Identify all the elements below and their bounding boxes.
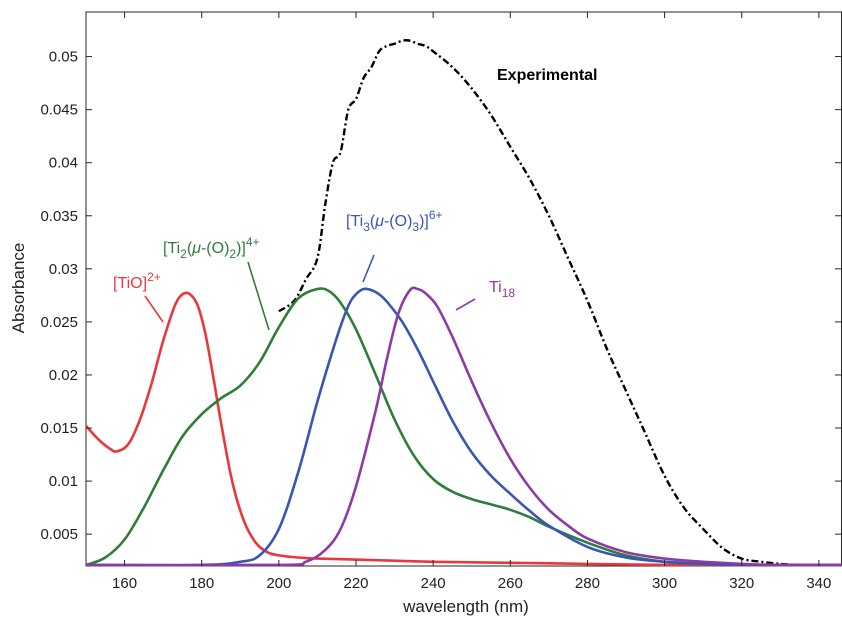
- ti18-line: [85, 286, 842, 567]
- tio-line: [85, 291, 842, 567]
- x-tick-label: 220: [343, 575, 368, 592]
- y-tick-label: 0.01: [49, 473, 78, 490]
- annotation-part: )]: [236, 240, 246, 257]
- annotation-part: 4+: [246, 235, 260, 249]
- x-tick-label: 300: [652, 575, 677, 592]
- x-tick-label: 200: [266, 575, 291, 592]
- annotation-leader-line: [455, 298, 476, 311]
- annotation-part: 3: [412, 220, 419, 234]
- annotation-part: Ti: [489, 279, 502, 296]
- series-annotation: Experimental: [497, 67, 597, 84]
- x-tick-label: 260: [498, 575, 523, 592]
- x-tick-label: 180: [189, 575, 214, 592]
- annotation-leader-line: [247, 261, 270, 331]
- annotation-part: [Ti: [163, 240, 180, 257]
- x-tick-label: 340: [806, 575, 831, 592]
- y-tick-label: 0.03: [49, 261, 78, 278]
- annotation-leader-line: [144, 295, 164, 323]
- annotation-part: μ: [374, 213, 384, 230]
- annotation-part: -(O): [201, 240, 229, 257]
- x-tick-label: 240: [421, 575, 446, 592]
- x-tick-label: 280: [575, 575, 600, 592]
- annotation-part: 2+: [147, 270, 161, 284]
- y-tick-label: 0.045: [40, 102, 78, 119]
- y-tick-label: 0.025: [40, 314, 78, 331]
- annotation-leader-line: [362, 254, 375, 283]
- series-annotation: [Ti2(μ-(O)2)]4+: [163, 235, 260, 261]
- series-annotation: [TiO]2+: [113, 270, 161, 292]
- annotation-part: μ: [191, 240, 201, 257]
- y-tick-label: 0.005: [40, 526, 78, 543]
- annotation-part: -(O): [384, 213, 412, 230]
- annotation-part: [TiO]: [113, 275, 147, 292]
- y-tick-label: 0.05: [49, 49, 78, 66]
- annotation-part: 18: [502, 286, 516, 300]
- y-axis-label: Absorbance: [9, 243, 28, 334]
- y-tick-label: 0.02: [49, 367, 78, 384]
- series-annotation: [Ti3(μ-(O)3)]6+: [346, 208, 443, 234]
- annotation-part: (: [187, 240, 193, 257]
- y-tick-label: 0.04: [49, 155, 78, 172]
- x-tick-label: 160: [112, 575, 137, 592]
- annotation-part: 2: [229, 247, 236, 261]
- series-annotation: Ti18: [489, 279, 515, 300]
- x-axis-label: wavelength (nm): [402, 597, 529, 616]
- annotation-part: 2: [180, 247, 187, 261]
- annotation-part: 6+: [429, 208, 443, 222]
- annotation-part: )]: [419, 213, 429, 230]
- annotation-part: (: [370, 213, 376, 230]
- x-tick-label: 320: [729, 575, 754, 592]
- y-tick-label: 0.035: [40, 208, 78, 225]
- ti3-line: [85, 287, 842, 567]
- y-tick-label: 0.015: [40, 420, 78, 437]
- plot-area: [85, 11, 842, 567]
- annotation-part: Experimental: [497, 67, 597, 84]
- annotation-part: 3: [363, 220, 370, 234]
- annotation-part: [Ti: [346, 213, 363, 230]
- ti2-line: [85, 287, 842, 567]
- experimental-line: [278, 39, 842, 567]
